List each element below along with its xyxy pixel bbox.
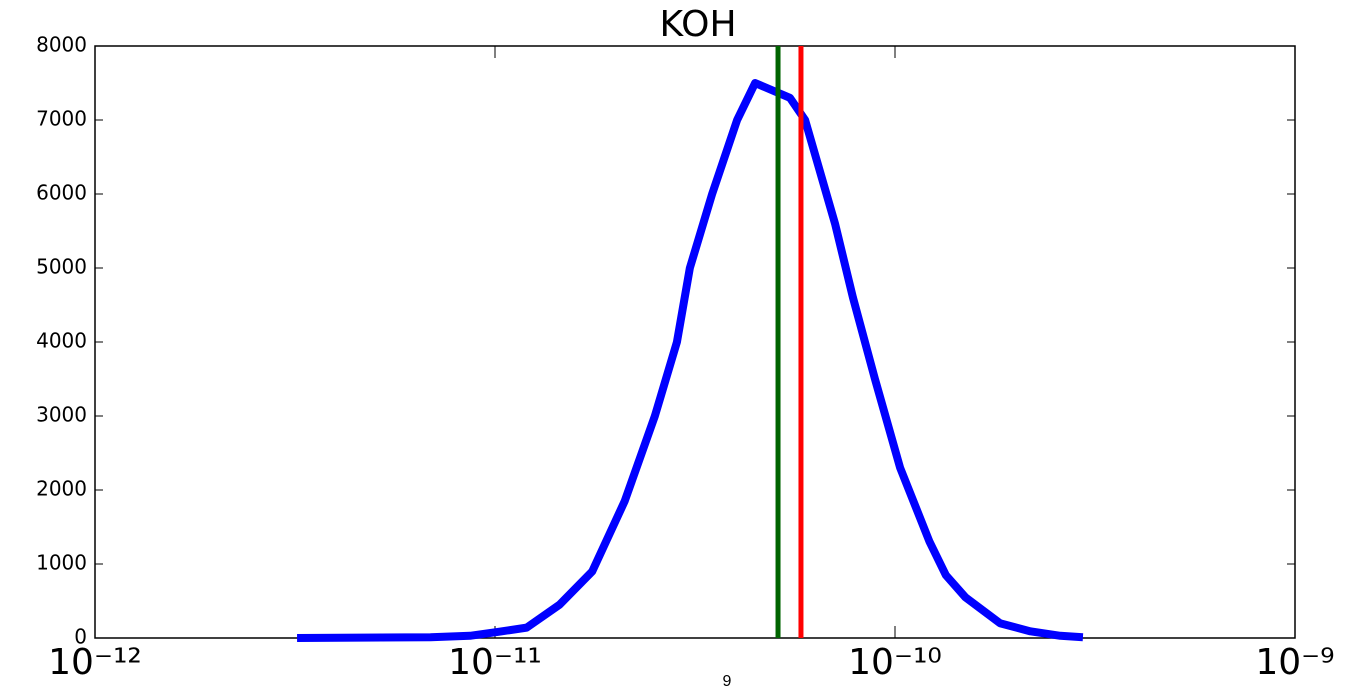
y-tick-label: 3000 (36, 403, 87, 427)
y-tick-label: 0 (74, 625, 87, 649)
y-tick-label: 5000 (36, 255, 87, 279)
y-tick-label: 8000 (36, 33, 87, 57)
y-tick-label: 6000 (36, 181, 87, 205)
y-tick-label: 4000 (36, 329, 87, 353)
line-series (297, 79, 1084, 642)
y-tick-label: 2000 (36, 477, 87, 501)
page-number: 9 (723, 673, 732, 690)
y-tick-label: 1000 (36, 551, 87, 575)
chart-title: KOH (659, 4, 736, 45)
y-tick-label: 7000 (36, 107, 87, 131)
plot-frame (94, 45, 1296, 639)
x-tick-label: 10⁻¹¹ (448, 642, 542, 683)
x-tick-label: 10⁻¹⁰ (848, 642, 942, 683)
x-tick-label: 10⁻⁹ (1255, 642, 1334, 683)
x-tick-label: 10⁻¹² (48, 642, 142, 683)
